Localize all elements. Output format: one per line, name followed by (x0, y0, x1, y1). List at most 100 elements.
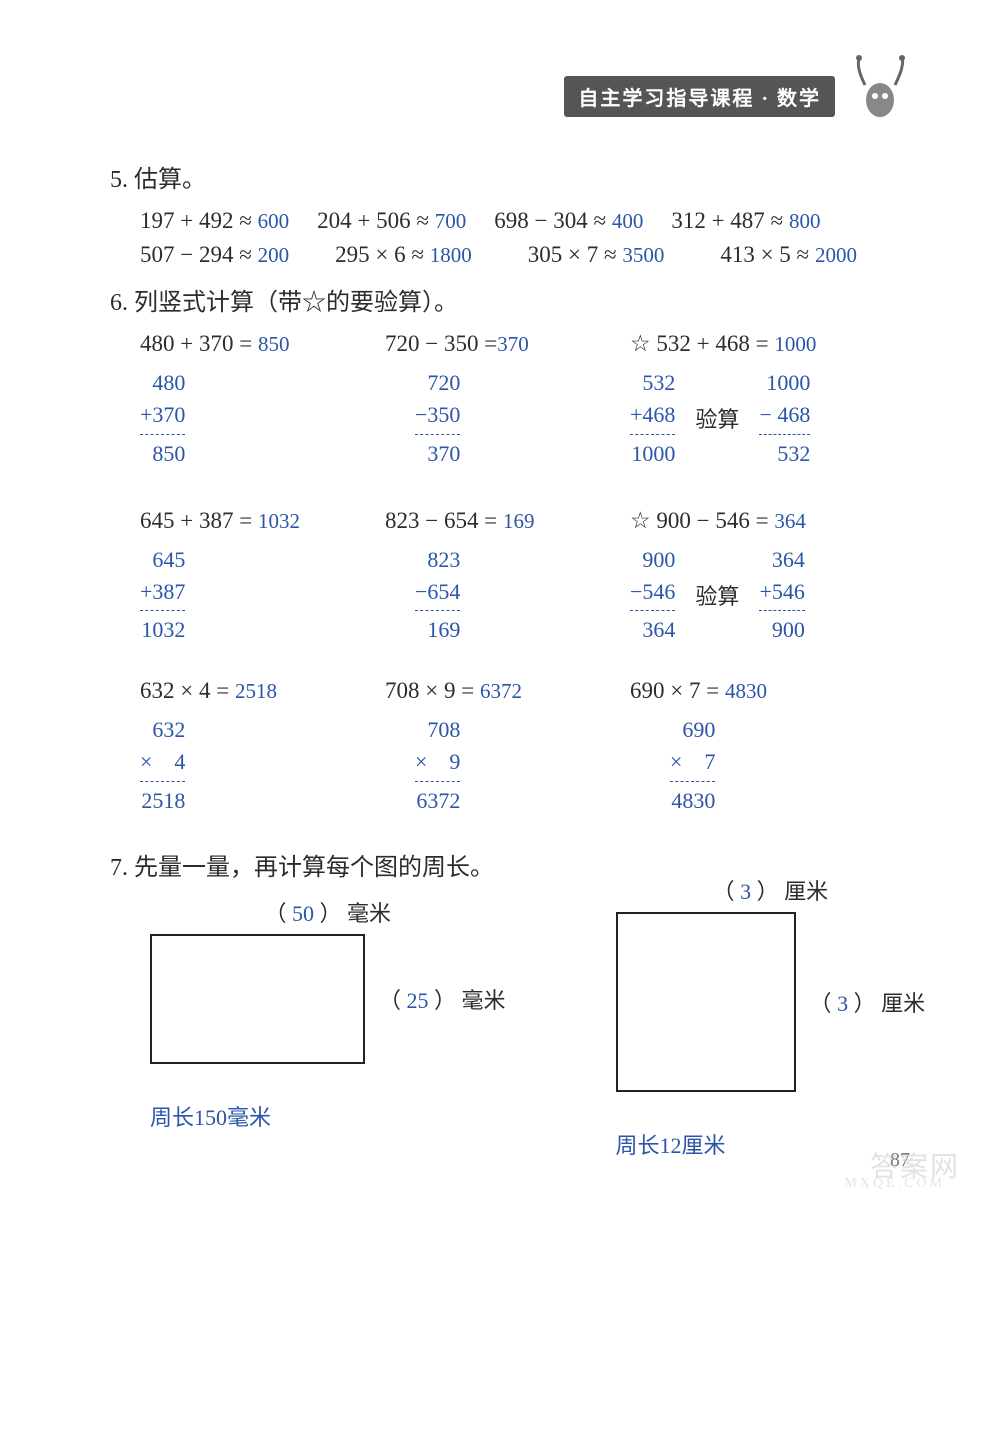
calc-c2: 708 × 9 = 6372 708 × 9 6372 (385, 678, 610, 817)
v-line: × 4 (140, 746, 185, 778)
vcalc: 480 +370 850 (140, 367, 185, 470)
rectangle-block: （ 50 ） 毫米 （ 25 ） 毫米 周长150毫米 (150, 896, 506, 1160)
shapes-row: （ 50 ） 毫米 （ 25 ） 毫米 周长150毫米 (150, 896, 920, 1160)
v-line: 364 (759, 544, 804, 576)
paren: ） (757, 879, 779, 904)
sq-top-val: 3 (740, 879, 751, 904)
v-line: − 468 (759, 399, 810, 431)
header-banner: 自主学习指导课程 · 数学 (564, 76, 835, 117)
section6-heading: 6. 列竖式计算（带☆的要验算）。 (110, 282, 920, 317)
est-expr: 413 × 5 ≈ (720, 242, 809, 267)
sq-top-label: （ 3 ） 厘米 (616, 874, 926, 906)
v-line: × 9 (415, 746, 460, 778)
v-rule (759, 434, 810, 435)
v-rule (140, 434, 185, 435)
eq: 720 − 350 = (385, 331, 497, 356)
est-expr: 698 − 304 ≈ (494, 208, 606, 233)
eq-ans: 1032 (258, 509, 300, 533)
eq: 632 × 4 = (140, 678, 229, 703)
calc-a1: 480 + 370 = 850 480 +370 850 (140, 331, 365, 470)
eq-ans: 2518 (235, 679, 277, 703)
vcalc-check: 364 +546 900 (759, 544, 804, 647)
calc-b2: 823 − 654 = 169 823 −654 169 (385, 508, 610, 647)
v-rule (670, 781, 715, 782)
est-ans: 400 (612, 209, 644, 233)
v-line: +387 (140, 576, 185, 608)
v-rule (415, 434, 460, 435)
v-line: +468 (630, 399, 675, 431)
rect-top-val: 50 (292, 901, 314, 926)
calc-a3: ☆ 532 + 468 = 1000 532 +468 1000 验算 1000… (630, 331, 900, 470)
rect-side-label: （ 25 ） 毫米 (379, 983, 506, 1015)
eq: ☆ 532 + 468 = (630, 331, 769, 356)
paren: ） (434, 988, 456, 1013)
v-line: +546 (759, 576, 804, 608)
eq-ans: 1000 (774, 332, 816, 356)
vcalc: 708 × 9 6372 (415, 714, 460, 817)
vcalc: 823 −654 169 (415, 544, 460, 647)
v-rule (140, 781, 185, 782)
v-res: 1032 (140, 614, 185, 646)
paren: （ (379, 988, 401, 1013)
v-res: 2518 (140, 785, 185, 817)
watermark-url: MXQE.COM (844, 1176, 945, 1192)
v-line: × 7 (670, 746, 715, 778)
v-line: 532 (630, 367, 675, 399)
est-ans: 3500 (622, 243, 664, 267)
v-line: 632 (140, 714, 185, 746)
vcalc-check: 1000 − 468 532 (759, 367, 810, 470)
eq-ans: 364 (774, 509, 806, 533)
v-line: 708 (415, 714, 460, 746)
est-expr: 305 × 7 ≈ (528, 242, 617, 267)
v-line: 645 (140, 544, 185, 576)
v-rule (630, 610, 675, 611)
eq: 690 × 7 = (630, 678, 719, 703)
eq-ans: 4830 (725, 679, 767, 703)
paren: ） (854, 991, 876, 1016)
est-expr: 197 + 492 ≈ (140, 208, 252, 233)
calc-a2: 720 − 350 =370 720 −350 370 (385, 331, 610, 470)
check-label: 验算 (690, 579, 744, 611)
vcalc-main: 900 −546 364 (630, 544, 675, 647)
rect-perimeter: 周长150毫米 (150, 1100, 506, 1132)
v-line: +370 (140, 399, 185, 431)
v-line: 1000 (759, 367, 810, 399)
v-res: 6372 (415, 785, 460, 817)
v-line: 900 (630, 544, 675, 576)
sq-top-unit: 厘米 (784, 879, 828, 904)
est-expr: 507 − 294 ≈ (140, 242, 252, 267)
vcalc: 720 −350 370 (415, 367, 460, 470)
v-line: 823 (415, 544, 460, 576)
eq: 823 − 654 = (385, 508, 497, 533)
v-line: −654 (415, 576, 460, 608)
square-shape (616, 912, 796, 1092)
eq-ans: 6372 (480, 679, 522, 703)
calc-grid: 480 + 370 = 850 480 +370 850 720 − 350 =… (140, 331, 900, 817)
calc-b3: ☆ 900 − 546 = 364 900 −546 364 验算 364 +5… (630, 508, 900, 647)
vcalc: 645 +387 1032 (140, 544, 185, 647)
eq: ☆ 900 − 546 = (630, 508, 769, 533)
page-header: 自主学习指导课程 · 数学 (564, 55, 910, 137)
v-res: 169 (415, 614, 460, 646)
est-ans: 2000 (815, 243, 857, 267)
v-res: 364 (630, 614, 675, 646)
est-ans: 600 (258, 209, 290, 233)
est-row-1: 197 + 492 ≈ 600 204 + 506 ≈ 700 698 − 30… (140, 208, 920, 234)
v-line: 690 (670, 714, 715, 746)
est-expr: 204 + 506 ≈ (317, 208, 429, 233)
v-res: 4830 (670, 785, 715, 817)
est-ans: 1800 (430, 243, 472, 267)
v-rule (759, 610, 804, 611)
calc-c1: 632 × 4 = 2518 632 × 4 2518 (140, 678, 365, 817)
mascot-icon (850, 55, 910, 137)
v-res: 532 (759, 438, 810, 470)
est-row-2: 507 − 294 ≈ 200 295 × 6 ≈ 1800 305 × 7 ≈… (140, 242, 920, 268)
est-expr: 295 × 6 ≈ (335, 242, 424, 267)
est-expr: 312 + 487 ≈ (671, 208, 783, 233)
sq-side-label: （ 3 ） 厘米 (810, 986, 926, 1018)
eq-ans: 169 (503, 509, 535, 533)
v-res: 900 (759, 614, 804, 646)
v-rule (415, 610, 460, 611)
vcalc: 690 × 7 4830 (670, 714, 715, 817)
calc-c3: 690 × 7 = 4830 690 × 7 4830 (630, 678, 900, 817)
